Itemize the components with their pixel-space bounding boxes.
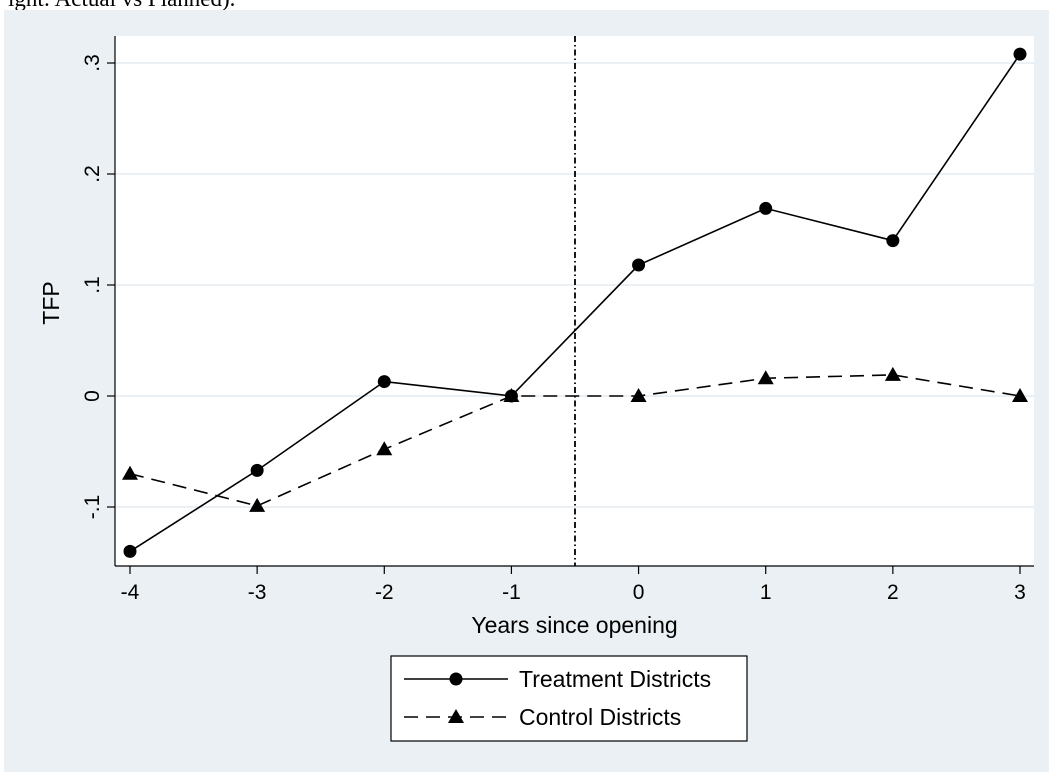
x-tick-label: -4 <box>121 581 140 604</box>
control-point <box>757 370 774 385</box>
legend-circle-marker <box>449 672 463 686</box>
control-point <box>1012 388 1028 402</box>
x-tick-label: 3 <box>1014 581 1026 604</box>
treatment-point <box>123 544 137 558</box>
y-tick-label: .3 <box>81 54 104 72</box>
treatment-point <box>759 201 773 215</box>
legend-box <box>390 655 748 742</box>
control-point <box>249 497 266 512</box>
treatment-point <box>250 463 264 477</box>
control-point <box>503 388 520 402</box>
control-point <box>884 366 901 381</box>
y-tick-label: 0 <box>81 390 104 402</box>
legend-label: Treatment Districts <box>519 666 711 692</box>
caption-fragment: ight: Actual vs Planned). <box>0 0 1050 26</box>
control-point <box>376 441 393 456</box>
legend-triangle-marker <box>448 709 464 723</box>
x-tick-label: -2 <box>375 581 394 604</box>
x-tick-label: -3 <box>248 581 267 604</box>
y-tick-label: .2 <box>81 165 104 183</box>
legend: Treatment Districts Control Districts <box>390 655 748 742</box>
series-line-control <box>129 374 1021 507</box>
x-tick-label: 2 <box>887 581 899 604</box>
series-layer <box>122 47 1028 558</box>
y-tick-label: -.1 <box>81 495 104 520</box>
caption-text: ight: Actual vs Planned). <box>8 0 235 12</box>
treatment-point <box>1013 47 1027 61</box>
y-tick-label: .1 <box>81 276 104 294</box>
series-line-treatment <box>129 53 1021 553</box>
legend-items: Treatment Districts Control Districts <box>404 666 711 730</box>
x-tick-label: 0 <box>633 581 645 604</box>
treatment-point <box>632 258 646 272</box>
y-axis-title: TFP <box>38 281 64 324</box>
treatment-point <box>886 234 900 248</box>
x-tick-label: -1 <box>502 581 521 604</box>
x-axis-title: Years since opening <box>471 612 677 638</box>
legend-label: Control Districts <box>519 704 681 730</box>
control-point <box>630 388 647 402</box>
x-tick-label: 1 <box>760 581 772 604</box>
treatment-point <box>377 375 391 389</box>
control-point <box>122 465 138 480</box>
